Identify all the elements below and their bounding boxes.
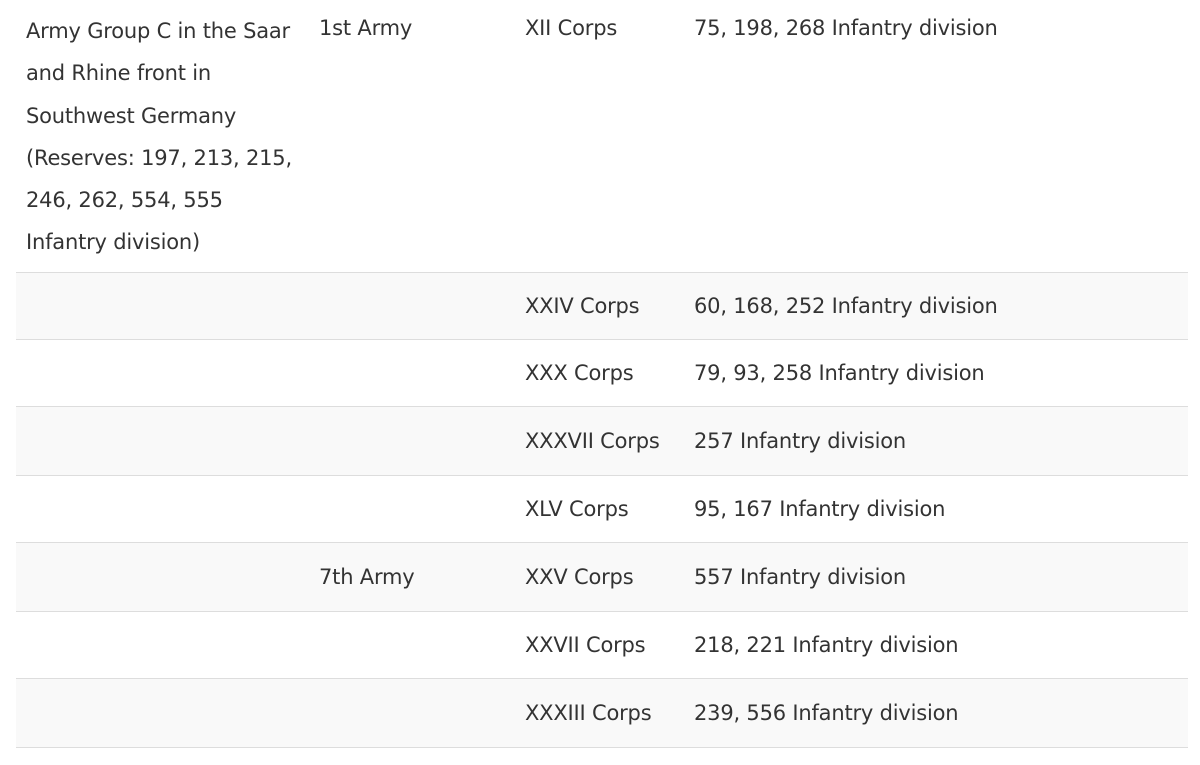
- divisions-cell: 557 Infantry division: [684, 542, 1188, 612]
- corps-cell: XII Corps: [515, 0, 684, 273]
- army-group-cell: [16, 611, 309, 679]
- divisions-cell: 75, 198, 268 Infantry division: [684, 0, 1188, 273]
- army-cell: 1st Army: [309, 0, 515, 273]
- table-row: XXXVII Corps 257 Infantry division: [16, 406, 1188, 476]
- order-of-battle-table: Army Group C in the Saar and Rhine front…: [16, 0, 1188, 748]
- army-cell: 7th Army: [309, 542, 515, 612]
- table-row: XXVII Corps 218, 221 Infantry division: [16, 611, 1188, 679]
- table-row: XLV Corps 95, 167 Infantry division: [16, 475, 1188, 543]
- divisions-cell: 95, 167 Infantry division: [684, 475, 1188, 543]
- army-group-cell: [16, 475, 309, 543]
- divisions-cell: 218, 221 Infantry division: [684, 611, 1188, 679]
- divisions-cell: 79, 93, 258 Infantry division: [684, 339, 1188, 407]
- army-cell: [309, 611, 515, 679]
- table-row: 7th Army XXV Corps 557 Infantry division: [16, 542, 1188, 612]
- corps-cell: XXV Corps: [515, 542, 684, 612]
- army-group-cell: [16, 406, 309, 476]
- army-cell: [309, 272, 515, 340]
- corps-cell: XXXIII Corps: [515, 678, 684, 748]
- army-cell: [309, 475, 515, 543]
- army-cell: [309, 339, 515, 407]
- army-group-cell: Army Group C in the Saar and Rhine front…: [16, 0, 309, 273]
- corps-cell: XXX Corps: [515, 339, 684, 407]
- army-cell: [309, 406, 515, 476]
- divisions-cell: 60, 168, 252 Infantry division: [684, 272, 1188, 340]
- corps-cell: XXIV Corps: [515, 272, 684, 340]
- table-row: XXIV Corps 60, 168, 252 Infantry divisio…: [16, 272, 1188, 340]
- army-group-cell: [16, 542, 309, 612]
- army-group-cell: [16, 272, 309, 340]
- corps-cell: XXXVII Corps: [515, 406, 684, 476]
- army-cell: [309, 678, 515, 748]
- divisions-cell: 239, 556 Infantry division: [684, 678, 1188, 748]
- army-group-cell: [16, 678, 309, 748]
- table-row: XXXIII Corps 239, 556 Infantry division: [16, 678, 1188, 748]
- corps-cell: XXVII Corps: [515, 611, 684, 679]
- army-group-cell: [16, 339, 309, 407]
- table-row: Army Group C in the Saar and Rhine front…: [16, 0, 1188, 273]
- corps-cell: XLV Corps: [515, 475, 684, 543]
- divisions-cell: 257 Infantry division: [684, 406, 1188, 476]
- table-row: XXX Corps 79, 93, 258 Infantry division: [16, 339, 1188, 407]
